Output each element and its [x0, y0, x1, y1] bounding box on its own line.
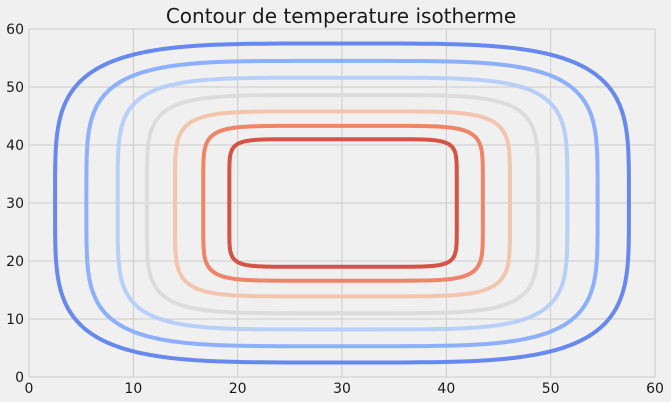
x-tick-label-2: 20 — [229, 381, 247, 397]
x-tick-label-0: 0 — [25, 381, 34, 397]
y-tick-label-2: 20 — [6, 254, 24, 270]
y-tick-label-6: 60 — [6, 22, 24, 38]
contour-line-4 — [173, 109, 512, 299]
x-tick-label-4: 40 — [437, 381, 455, 397]
x-tick-label-1: 10 — [124, 381, 142, 397]
contour-line-3 — [144, 93, 541, 316]
y-tick-label-5: 50 — [6, 80, 24, 96]
y-tick-label-1: 10 — [6, 312, 24, 328]
y-tick-label-3: 30 — [6, 196, 24, 212]
y-tick-label-0: 0 — [15, 370, 24, 386]
y-tick-label-4: 40 — [6, 138, 24, 154]
contour-line-1 — [84, 58, 600, 349]
contour-line-0 — [53, 41, 631, 365]
x-tick-label-5: 50 — [542, 381, 560, 397]
x-tick-label-3: 30 — [333, 381, 351, 397]
contour-line-2 — [115, 75, 570, 332]
x-axis-ticks: 0 10 20 30 40 50 60 — [25, 381, 664, 397]
contour-line-6 — [227, 137, 459, 269]
grid — [28, 28, 656, 378]
x-tick-label-6: 60 — [646, 381, 664, 397]
contour-lines — [53, 41, 631, 365]
y-axis-ticks: 0 10 20 30 40 50 60 — [6, 22, 24, 386]
contour-line-5 — [201, 123, 485, 283]
chart-title: Contour de temperature isotherme — [166, 4, 516, 28]
